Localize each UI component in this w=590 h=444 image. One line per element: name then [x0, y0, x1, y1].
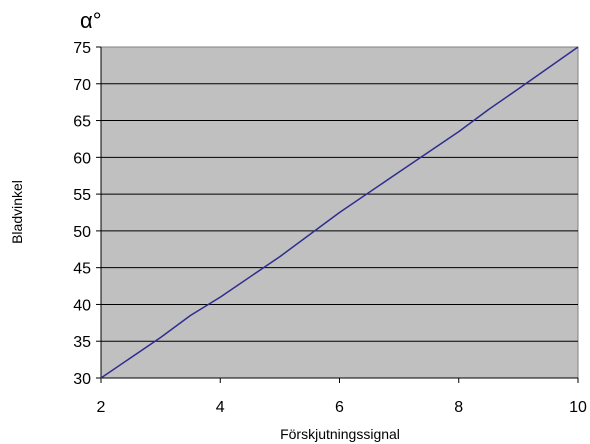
- y-tick-label-35: 35: [73, 334, 91, 351]
- y-tick-label-40: 40: [73, 297, 91, 314]
- y-tick-label-75: 75: [73, 40, 91, 57]
- series-layer: [100, 46, 579, 379]
- y-tick-label-55: 55: [73, 187, 91, 204]
- y-tick-label-30: 30: [73, 371, 91, 388]
- x-tick-label-6: 6: [335, 399, 344, 416]
- x-axis-title: Förskjutningssignal: [280, 426, 400, 442]
- x-tick-label-10: 10: [569, 399, 587, 416]
- gridlines: [101, 83, 578, 342]
- y-unit-label: α°: [80, 8, 102, 33]
- y-axis: 30 35 40 45 50 55 60 65 70 75: [73, 40, 102, 388]
- y-axis-title: Bladvinkel: [9, 180, 25, 244]
- x-tick-label-2: 2: [97, 399, 106, 416]
- y-tick-label-65: 65: [73, 114, 91, 131]
- y-tick-label-70: 70: [73, 77, 91, 94]
- x-tick-label-8: 8: [454, 399, 463, 416]
- y-tick-label-50: 50: [73, 224, 91, 241]
- y-tick-label-60: 60: [73, 150, 91, 167]
- y-tick-label-45: 45: [73, 261, 91, 278]
- series-line-0: [100, 46, 579, 379]
- x-axis: 2 4 6 8 10: [97, 377, 587, 416]
- x-tick-label-4: 4: [216, 399, 225, 416]
